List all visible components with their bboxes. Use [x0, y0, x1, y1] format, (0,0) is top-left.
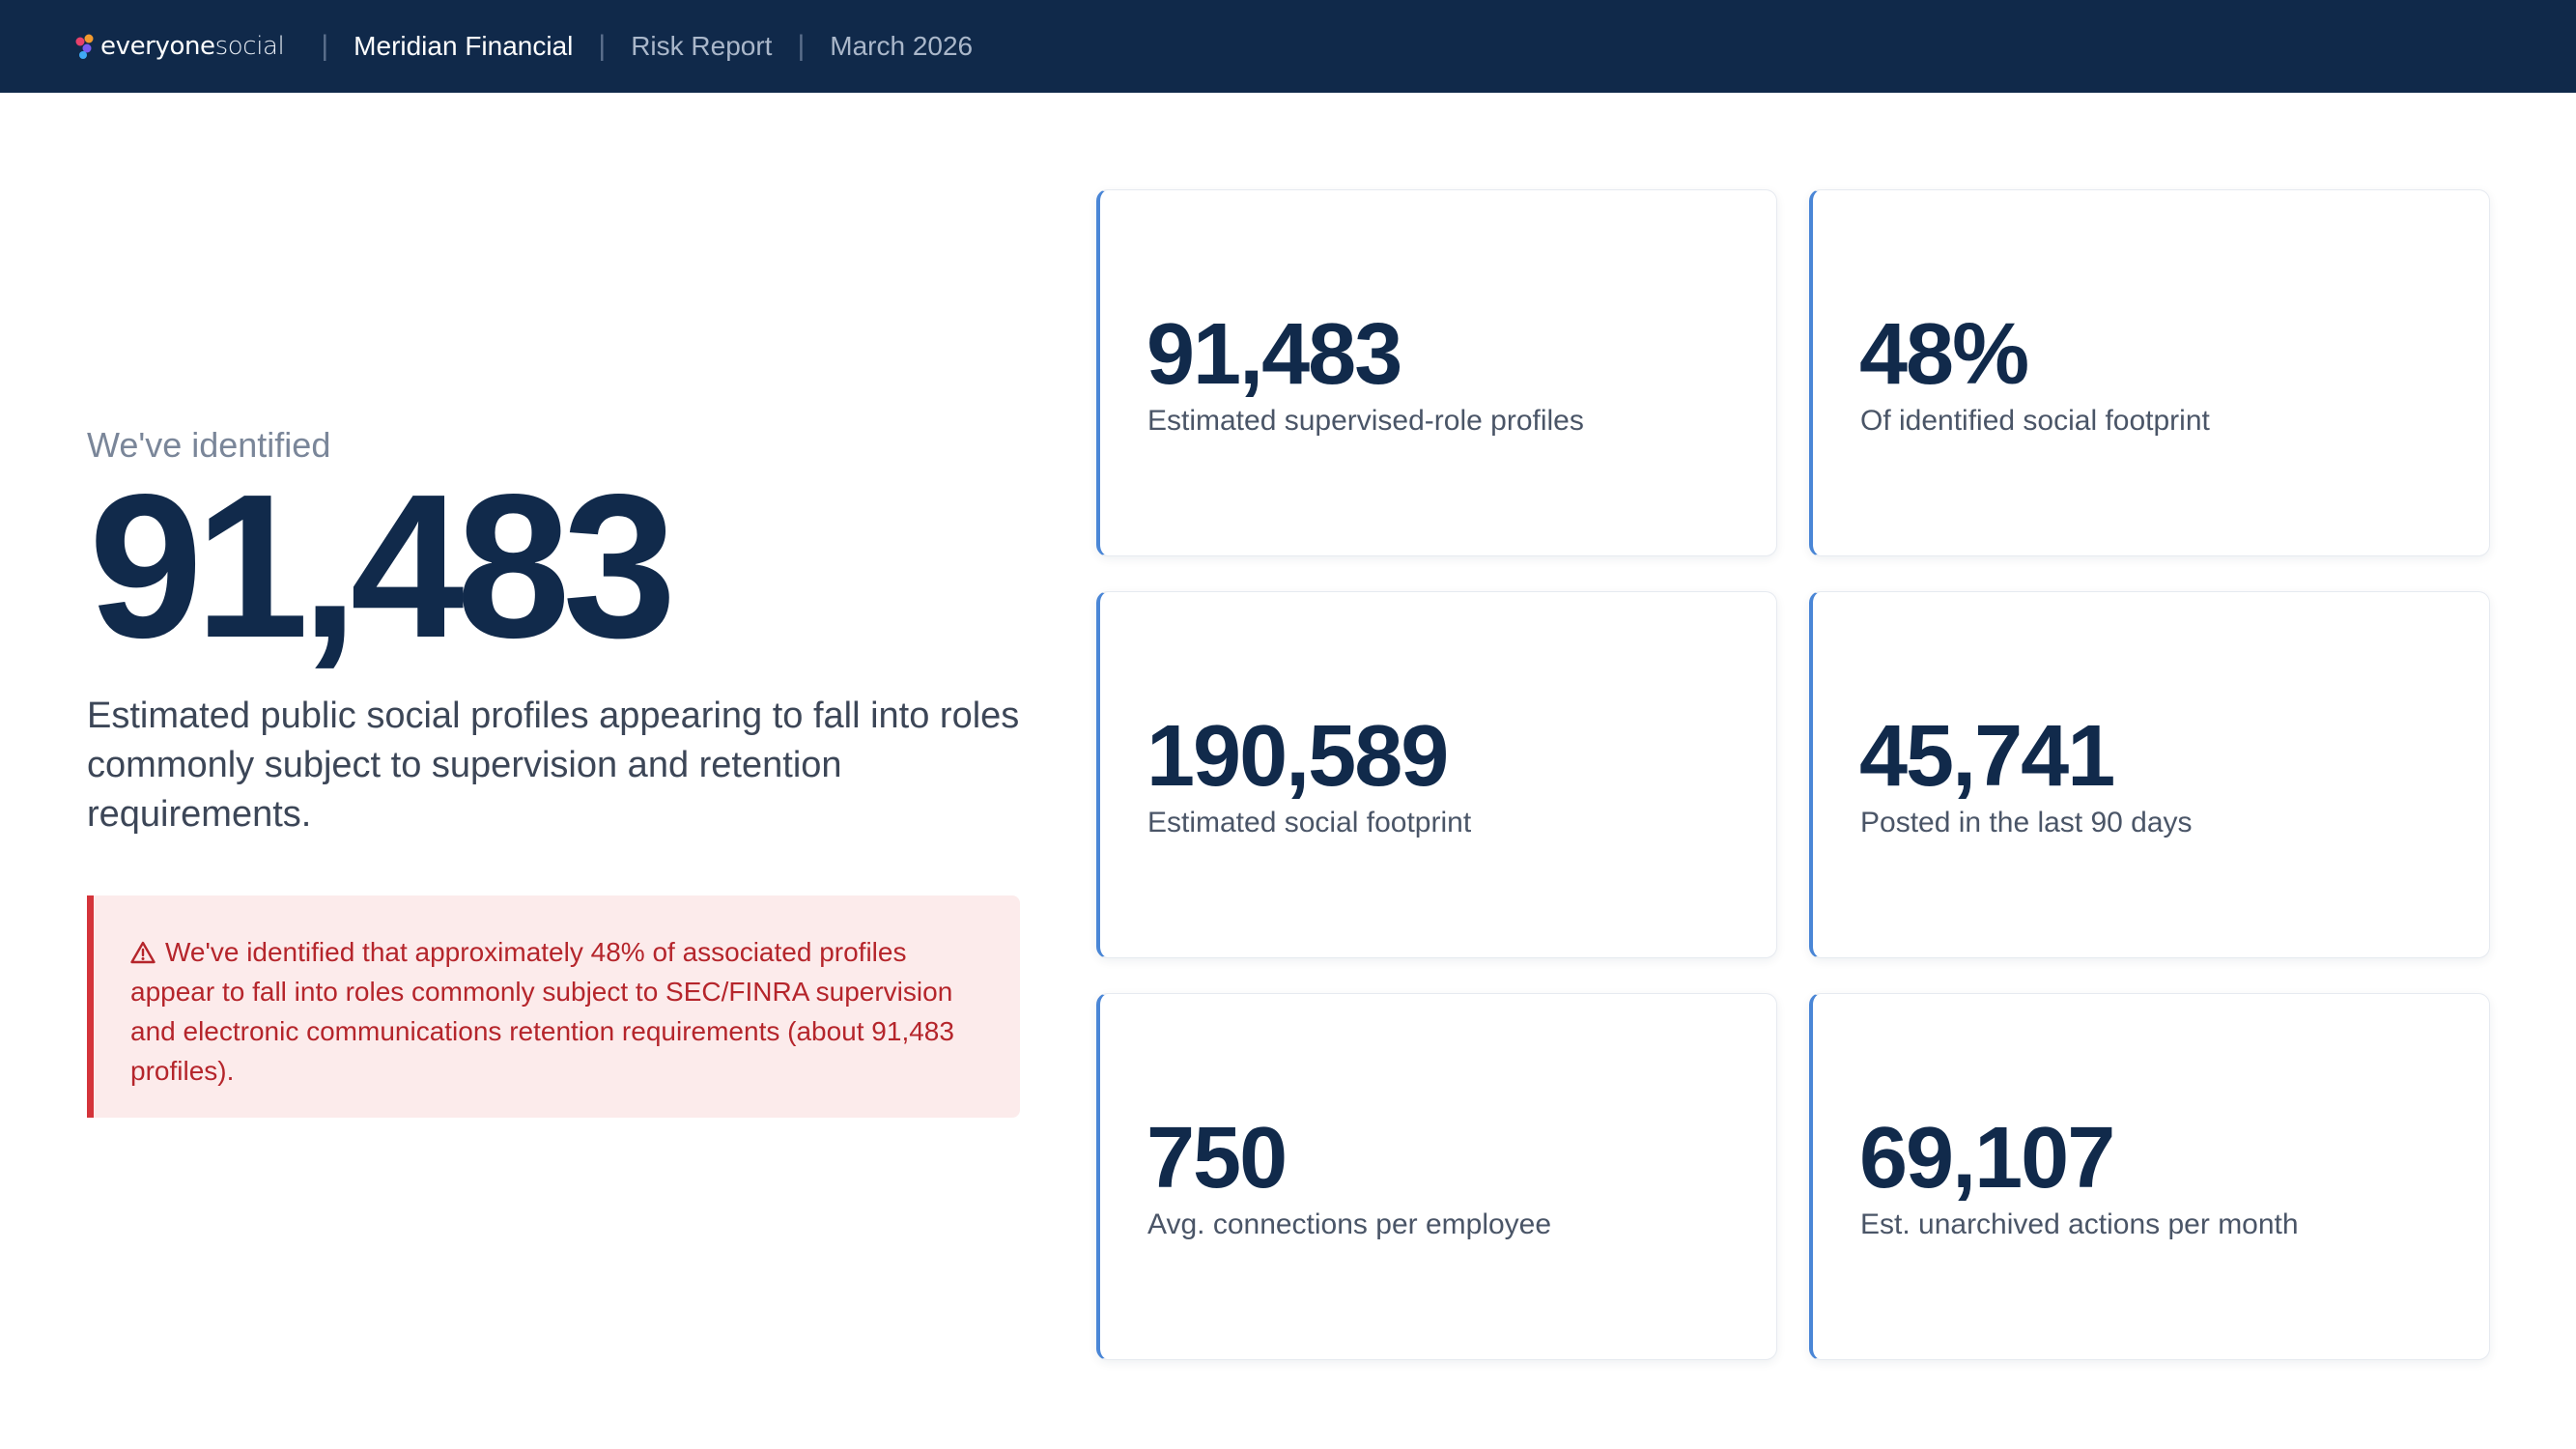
breadcrumb-date: March 2026 — [830, 31, 974, 61]
everyonesocial-logo[interactable]: everyonesocial — [71, 27, 285, 66]
breadcrumb-separator: | — [797, 30, 806, 62]
alert-text: We've identified that approximately 48% … — [130, 937, 954, 1086]
hero-number: 91,483 — [89, 451, 676, 680]
logo-wordmark: everyonesocial — [100, 32, 285, 61]
kpi-card-avg-connections[interactable]: 750 Avg. connections per employee — [1096, 993, 1777, 1360]
breadcrumb-separator: | — [598, 30, 607, 62]
kpi-value: 48% — [1859, 306, 2029, 403]
kpi-card-footprint-share[interactable]: 48% Of identified social footprint — [1809, 189, 2490, 556]
breadcrumb-separator: | — [321, 30, 329, 62]
compliance-alert: We've identified that approximately 48% … — [87, 895, 1020, 1118]
logo-mark-icon — [75, 34, 94, 59]
kpi-label: Of identified social footprint — [1860, 405, 2210, 437]
kpi-value: 750 — [1146, 1110, 1288, 1207]
breadcrumb-company: Meridian Financial — [354, 31, 574, 61]
kpi-card-unarchived-actions[interactable]: 69,107 Est. unarchived actions per month — [1809, 993, 2490, 1360]
hero-summary: We've identified 91,483 Estimated public… — [87, 425, 1033, 839]
kpi-card-social-footprint[interactable]: 190,589 Estimated social footprint — [1096, 591, 1777, 958]
kpi-value: 91,483 — [1146, 306, 1402, 403]
kpi-card-recent-posters[interactable]: 45,741 Posted in the last 90 days — [1809, 591, 2490, 958]
hero-eyebrow: We've identified — [87, 425, 331, 465]
kpi-card-supervised-profiles[interactable]: 91,483 Estimated supervised-role profile… — [1096, 189, 1777, 556]
kpi-label: Est. unarchived actions per month — [1860, 1208, 2299, 1240]
kpi-value: 190,589 — [1146, 708, 1449, 805]
kpi-value: 45,741 — [1859, 708, 2115, 805]
hero-description: Estimated public social profiles appeari… — [87, 696, 1020, 835]
kpi-value: 69,107 — [1859, 1110, 2115, 1207]
kpi-label: Estimated social footprint — [1147, 807, 1472, 838]
warning-triangle-icon — [130, 941, 156, 964]
breadcrumb-report: Risk Report — [631, 31, 773, 61]
kpi-label: Posted in the last 90 days — [1860, 807, 2193, 838]
kpi-label: Estimated supervised-role profiles — [1147, 405, 1584, 437]
top-nav-bar: everyonesocial | Meridian Financial | Ri… — [0, 0, 2576, 93]
kpi-label: Avg. connections per employee — [1147, 1208, 1552, 1240]
